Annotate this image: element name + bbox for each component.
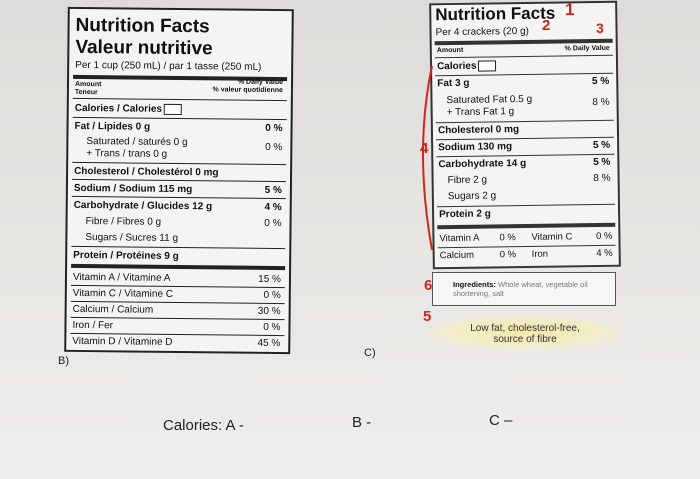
row-label: Saturated / saturés 0 g xyxy=(86,136,188,149)
row-dv: 45 % xyxy=(257,337,281,350)
row-dv: 5 % xyxy=(264,184,282,197)
row-label: Sodium 130 mg xyxy=(438,141,513,154)
label-b-title-fr: Valeur nutritive xyxy=(75,36,213,60)
annotation-5: 5 xyxy=(423,308,432,325)
row-label: Protein 2 g xyxy=(439,208,491,221)
annotation-2: 2 xyxy=(542,17,551,34)
label-c-row-protein: Protein 2 g xyxy=(439,206,613,222)
label-c-calcium: Calcium xyxy=(439,249,475,262)
row-dv: 15 % xyxy=(258,273,282,286)
row-dv: 0 % xyxy=(264,217,282,230)
label-b-row-fibre: Fibre / Fibres 0 g 0 % xyxy=(85,214,283,231)
label-c-row-fibre: Fibre 2 g 8 % xyxy=(448,172,613,188)
caption-b-label: B) xyxy=(58,355,69,367)
row-label: Sugars / Sucres 11 g xyxy=(85,232,179,244)
ingredients-box: Ingredients: Whole wheat, vegetable oil … xyxy=(432,272,616,306)
label-c-calcium-dv: 0 % xyxy=(499,249,517,261)
row-label: Calcium / Calcium xyxy=(72,303,154,316)
ingredients-label: Ingredients: xyxy=(453,280,496,289)
label-c-row-sodium: Sodium 130 mg 5 % xyxy=(438,139,612,155)
row-label: Fibre / Fibres 0 g xyxy=(85,216,162,228)
label-c-row-calories: Calories xyxy=(437,58,611,74)
row-label: Calories xyxy=(436,60,477,73)
row-label: Sugars 2 g xyxy=(447,190,497,203)
calories-answer-b: B - xyxy=(352,414,372,431)
calories-answer-c: C – xyxy=(489,412,513,429)
calories-blank-box xyxy=(478,60,497,72)
row-label: Vitamin C / Vitamine C xyxy=(72,287,174,300)
row-dv: 5 % xyxy=(593,156,611,169)
label-c-vitamin-c-dv: 0 % xyxy=(595,230,613,243)
row-dv: 30 % xyxy=(257,305,281,318)
label-b-teneur-header: Teneur xyxy=(74,88,98,97)
annotation-1: 1 xyxy=(565,0,575,19)
label-b-row-protein: Protein / Protéines 9 g xyxy=(73,248,283,265)
annotation-6: 6 xyxy=(424,277,433,294)
claim-text: Low fat, cholesterol-free, source of fib… xyxy=(470,323,580,345)
label-b-row-carbohydrate: Carbohydrate / Glucides 12 g 4 % xyxy=(74,198,284,215)
row-label: Cholesterol 0 mg xyxy=(437,124,520,137)
label-c-row-trans: + Trans Fat 1 g xyxy=(447,105,612,121)
row-label: Sodium / Sodium 115 mg xyxy=(73,182,193,196)
label-c-row-cholesterol: Cholesterol 0 mg xyxy=(438,122,612,138)
annotation-4: 4 xyxy=(420,140,429,157)
nutrition-label-c: Nutrition Facts Per 4 crackers (20 g) Am… xyxy=(429,0,621,270)
label-b-title-en: Nutrition Facts xyxy=(75,14,210,38)
label-c-title: Nutrition Facts xyxy=(435,3,556,25)
row-label: Fat 3 g xyxy=(437,77,470,90)
label-b-amount-header: Amount xyxy=(74,80,102,89)
divider xyxy=(71,263,286,271)
row-label: + Trans / trans 0 g xyxy=(86,148,168,160)
row-label: Vitamin A / Vitamine A xyxy=(72,271,171,284)
row-label: Protein / Protéines 9 g xyxy=(73,249,179,263)
row-label: Cholesterol / Cholestérol 0 mg xyxy=(74,165,219,179)
row-label: Iron / Fer xyxy=(72,319,114,332)
label-b-dv-header-fr: % valeur quotidienne xyxy=(212,86,283,95)
row-dv: 8 % xyxy=(593,172,611,185)
row-label: Calories / Calories xyxy=(74,102,163,115)
label-c-iron-dv: 4 % xyxy=(596,247,613,260)
row-dv: 5 % xyxy=(591,75,610,88)
label-c-amount-header: Amount xyxy=(436,46,464,55)
row-label: Carbohydrate 14 g xyxy=(438,157,527,171)
label-b-row-calories: Calories / Calories xyxy=(75,101,285,118)
nutrition-label-b: Nutrition Facts Valeur nutritive Per 1 c… xyxy=(64,6,294,355)
label-c-vitamin-c: Vitamin C xyxy=(531,231,573,243)
label-c-iron: Iron xyxy=(531,248,549,260)
row-label: + Trans Fat 1 g xyxy=(446,106,515,119)
label-c-vitamin-a-dv: 0 % xyxy=(499,232,516,244)
row-label: Fibre 2 g xyxy=(447,174,488,187)
label-c-vitamin-a: Vitamin A xyxy=(439,232,480,245)
row-dv: 4 % xyxy=(264,201,282,214)
ingredients-text: Whole wheat, vegetable oil shortening, s… xyxy=(453,280,588,298)
caption-c-label: C) xyxy=(364,347,376,359)
label-c-row-sugars: Sugars 2 g xyxy=(448,188,613,204)
row-dv: 0 % xyxy=(263,289,281,302)
label-b-row-fat: Fat / Lipides 0 g 0 % xyxy=(74,119,284,136)
label-c-dv-header: % Daily Value xyxy=(564,44,610,53)
label-b-serving: Per 1 cup (250 mL) / par 1 tasse (250 mL… xyxy=(75,59,262,73)
label-b-row-sugars: Sugars / Sucres 11 g xyxy=(85,230,283,247)
calories-answer-a: Calories: A - xyxy=(163,417,244,434)
row-label: Saturated Fat 0.5 g xyxy=(446,93,533,107)
divider xyxy=(437,222,616,230)
nutrient-claim: Low fat, cholesterol-free, source of fib… xyxy=(430,316,620,349)
label-c-row-carbohydrate: Carbohydrate 14 g 5 % xyxy=(438,156,612,172)
label-c-serving: Per 4 crackers (20 g) xyxy=(435,25,530,39)
red-bracket xyxy=(422,65,433,251)
row-label: Vitamin D / Vitamine D xyxy=(72,335,173,348)
row-dv: 5 % xyxy=(592,139,611,152)
row-dv: 0 % xyxy=(263,321,281,334)
row-label: Carbohydrate / Glucides 12 g xyxy=(73,199,213,213)
calories-blank-box xyxy=(163,103,183,115)
row-label: Fat / Lipides 0 g xyxy=(74,120,151,133)
label-c-row-fat: Fat 3 g 5 % xyxy=(437,75,611,91)
row-dv: 0 % xyxy=(265,122,283,135)
annotation-3: 3 xyxy=(596,20,604,36)
label-b-row-vitamin-d: Vitamin D / Vitamine D 45 % xyxy=(72,334,282,351)
